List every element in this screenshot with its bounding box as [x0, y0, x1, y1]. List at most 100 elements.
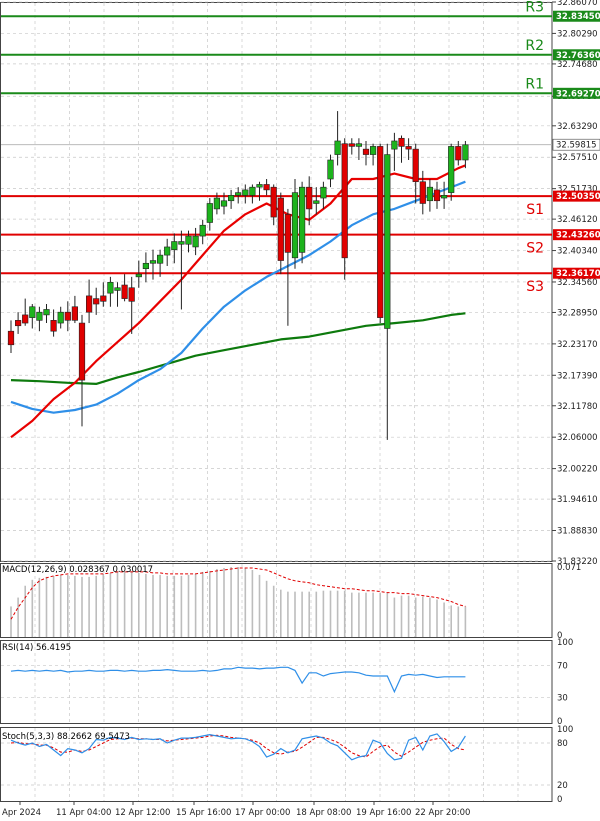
candle-body-down — [128, 287, 135, 302]
level-name-r1: R1 — [525, 76, 544, 92]
candle-body-down — [93, 298, 100, 305]
y-tick-label: 31.94610 — [557, 495, 598, 505]
candle-body-down — [100, 295, 107, 302]
y-tick-label: 32.40340 — [557, 247, 598, 257]
candle-body-up — [213, 197, 221, 210]
candle-body-up — [327, 159, 334, 180]
candle — [22, 298, 29, 326]
candle-body-up — [298, 186, 306, 253]
candle-body-up — [107, 281, 114, 294]
rsi-y-tick: 0 — [557, 717, 562, 727]
candle-body-down — [263, 184, 270, 191]
candle-body-down — [455, 146, 462, 161]
candle — [178, 230, 185, 310]
candle-body-down — [78, 322, 86, 381]
level-price-label: 32.36170 — [556, 269, 600, 279]
level-name-r3: R3 — [525, 0, 544, 15]
candle — [313, 187, 320, 215]
candle-body-up — [355, 143, 363, 147]
candle — [348, 138, 355, 155]
candle — [7, 320, 15, 353]
candle-body-up — [43, 309, 50, 316]
stoch-k-line — [10, 733, 466, 761]
y-tick-label: 32.28950 — [557, 308, 598, 318]
candle — [398, 135, 405, 163]
candle — [298, 181, 306, 264]
candle-body-down — [121, 284, 128, 299]
candle-body-up — [57, 311, 64, 324]
candle-body-down — [433, 189, 441, 202]
candle-body-down — [64, 311, 71, 321]
candle — [128, 276, 135, 334]
level-price-label: 32.69270 — [556, 89, 600, 99]
candle — [135, 260, 142, 288]
rsi-panel — [0, 640, 553, 724]
candle — [86, 279, 93, 324]
candle — [405, 138, 412, 160]
candle — [71, 295, 78, 324]
y-tick-label: 32.57510 — [557, 153, 598, 163]
rsi-title: RSI(14) 56.4195 — [2, 643, 71, 653]
y-tick-label: 32.23170 — [557, 340, 598, 350]
candle — [220, 192, 228, 215]
candle — [256, 181, 263, 201]
candle — [192, 227, 199, 256]
candle-body-up — [29, 306, 36, 318]
level-price-label: 32.50350 — [556, 192, 600, 202]
candle — [78, 314, 86, 427]
candle — [213, 192, 221, 215]
candle-body-up — [228, 195, 235, 202]
candle-body-up — [291, 192, 299, 259]
candle-body-up — [235, 192, 242, 196]
candle-body-down — [7, 330, 15, 346]
candle-body-up — [192, 235, 199, 248]
candle-body-up — [440, 195, 448, 199]
y-tick-label: 32.51730 — [557, 185, 598, 195]
candle — [462, 140, 469, 169]
candle — [185, 230, 192, 253]
candle-body-up — [149, 260, 157, 264]
candle-body-up — [199, 224, 206, 237]
level-price-tag — [553, 49, 600, 61]
candle — [114, 282, 121, 307]
candle-body-down — [86, 295, 93, 313]
candle — [242, 184, 249, 204]
candle — [206, 198, 213, 231]
candle — [29, 304, 36, 329]
candle — [57, 306, 64, 329]
candle-body-down — [71, 306, 78, 321]
candle-body-up — [320, 186, 327, 199]
x-tick-label: 22 Apr 20:00 — [415, 808, 470, 818]
candle-body-down — [50, 320, 57, 332]
stoch-y-tick: 80 — [557, 739, 568, 749]
x-tick-label: 18 Apr 08:00 — [296, 808, 351, 818]
candle-body-up — [142, 262, 150, 270]
candle-body-up — [384, 154, 391, 329]
candle-body-up — [448, 146, 455, 193]
candle-body-up — [313, 200, 320, 204]
candle — [384, 143, 391, 440]
rsi-y-tick: 100 — [557, 638, 573, 648]
candle — [228, 189, 235, 209]
candle-body-up — [171, 241, 178, 250]
stoch-y-tick: 100 — [557, 725, 573, 735]
level-price-tag — [553, 87, 600, 99]
candle-body-down — [377, 146, 384, 318]
candle-body-up — [36, 311, 43, 321]
candle — [306, 176, 313, 226]
candle — [277, 192, 284, 275]
level-name-s1: S1 — [526, 202, 544, 218]
candle-body-up — [426, 186, 434, 202]
stoch-y-tick: 20 — [557, 781, 568, 791]
level-name-s3: S3 — [526, 279, 544, 295]
candle — [320, 181, 327, 209]
candle-body-down — [348, 143, 355, 147]
candle — [263, 179, 270, 196]
candle — [171, 233, 178, 264]
candle-body-up — [178, 241, 185, 245]
candle-body-up — [157, 254, 164, 264]
candle — [15, 312, 22, 334]
rsi-y-tick: 70 — [557, 662, 568, 672]
candle — [107, 276, 114, 307]
